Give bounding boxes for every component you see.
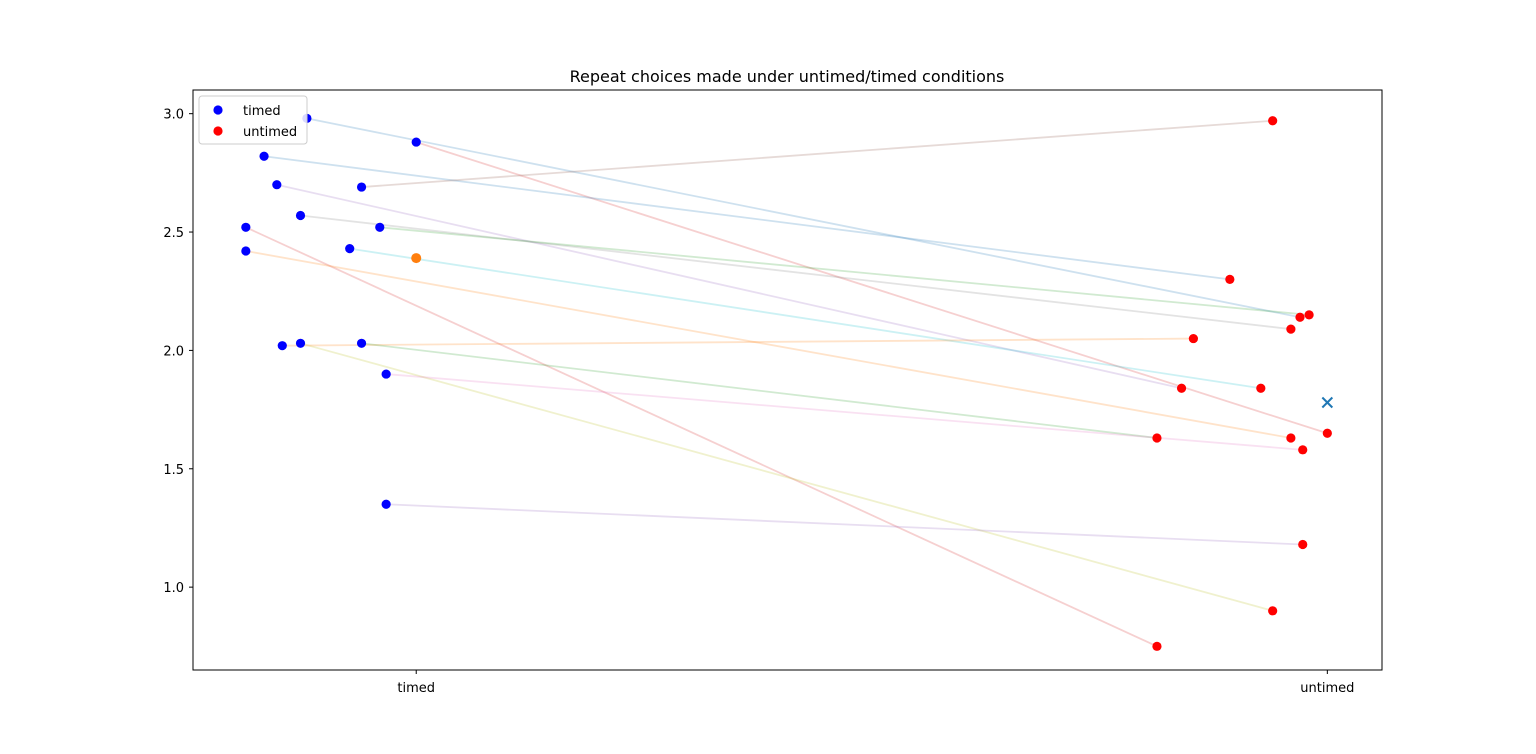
untimed-point-13 <box>1298 445 1308 455</box>
pair-lines <box>245 117 1328 648</box>
y-tick-label-0: 1.0 <box>163 581 184 596</box>
legend-box <box>198 95 308 145</box>
chart-title: Repeat choices made under untimed/timed … <box>570 67 1005 86</box>
pair-line-12 <box>361 342 1158 439</box>
legend-label-timed: timed <box>243 104 281 119</box>
legend: timed untimed <box>198 95 308 145</box>
pair-line-14 <box>386 503 1303 546</box>
timed-point-11 <box>277 341 287 351</box>
timed-point-9 <box>241 246 251 256</box>
untimed-point-6 <box>1152 641 1162 651</box>
timed-point-12 <box>356 338 367 348</box>
untimed-mean-stroke-b <box>1321 396 1334 409</box>
y-tick-label-3: 2.5 <box>163 226 184 241</box>
timed-point-5 <box>295 210 306 221</box>
pair-line-6 <box>245 226 1158 648</box>
untimed-point-2 <box>1225 274 1235 284</box>
x-tick-label-untimed: untimed <box>1300 681 1354 696</box>
untimed-point-7 <box>1304 310 1314 320</box>
pair-line-9 <box>245 250 1292 439</box>
plot-area-frame <box>192 89 1383 671</box>
y-tick-label-2: 2.0 <box>163 344 184 359</box>
x-tick-label-timed: timed <box>397 681 435 696</box>
y-tick-label-4: 3.0 <box>163 108 184 123</box>
timed-point-3 <box>272 180 282 190</box>
legend-label-untimed: untimed <box>243 125 297 140</box>
timed-point-13 <box>381 369 391 379</box>
pair-line-7 <box>379 226 1310 316</box>
untimed-point-9 <box>1286 433 1296 443</box>
timed-mean-marker <box>411 253 422 264</box>
pair-line-4 <box>361 119 1273 188</box>
pair-line-1 <box>415 141 1328 435</box>
untimed-point-11 <box>1188 333 1198 344</box>
y-axis: 1.0 1.5 2.0 2.5 3.0 <box>163 108 193 596</box>
pair-line-8 <box>349 247 1261 390</box>
timed-point-8 <box>345 244 355 254</box>
timed-point-10 <box>295 338 306 348</box>
y-tick-label-1: 1.5 <box>163 463 184 478</box>
pair-line-13 <box>386 373 1303 451</box>
pair-line-2 <box>263 155 1230 281</box>
timed-point-14 <box>381 499 391 509</box>
timed-point-6 <box>241 222 251 232</box>
untimed-point-0 <box>1295 312 1305 322</box>
untimed-point-8 <box>1256 383 1266 393</box>
untimed-point-14 <box>1298 539 1308 550</box>
untimed-point-5 <box>1286 324 1296 334</box>
untimed-point-4 <box>1268 116 1278 126</box>
pair-line-0 <box>306 117 1301 319</box>
timed-point-2 <box>259 151 269 161</box>
pair-line-3 <box>276 183 1182 390</box>
legend-marker-timed <box>213 105 223 115</box>
mean-markers <box>411 253 1334 409</box>
pair-line-10 <box>300 342 1273 612</box>
untimed-point-10 <box>1268 606 1278 616</box>
untimed-point-3 <box>1176 383 1187 393</box>
timed-point-4 <box>356 182 367 192</box>
pair-line-5 <box>300 214 1291 330</box>
untimed-point-12 <box>1152 433 1162 443</box>
pair-line-11 <box>282 337 1194 347</box>
untimed-point-1 <box>1322 428 1332 438</box>
untimed-mean-marker <box>1321 396 1334 409</box>
x-axis: timed untimed <box>397 670 1354 696</box>
timed-point-1 <box>411 137 421 147</box>
timed-point-7 <box>375 222 385 232</box>
legend-marker-untimed <box>213 126 223 136</box>
